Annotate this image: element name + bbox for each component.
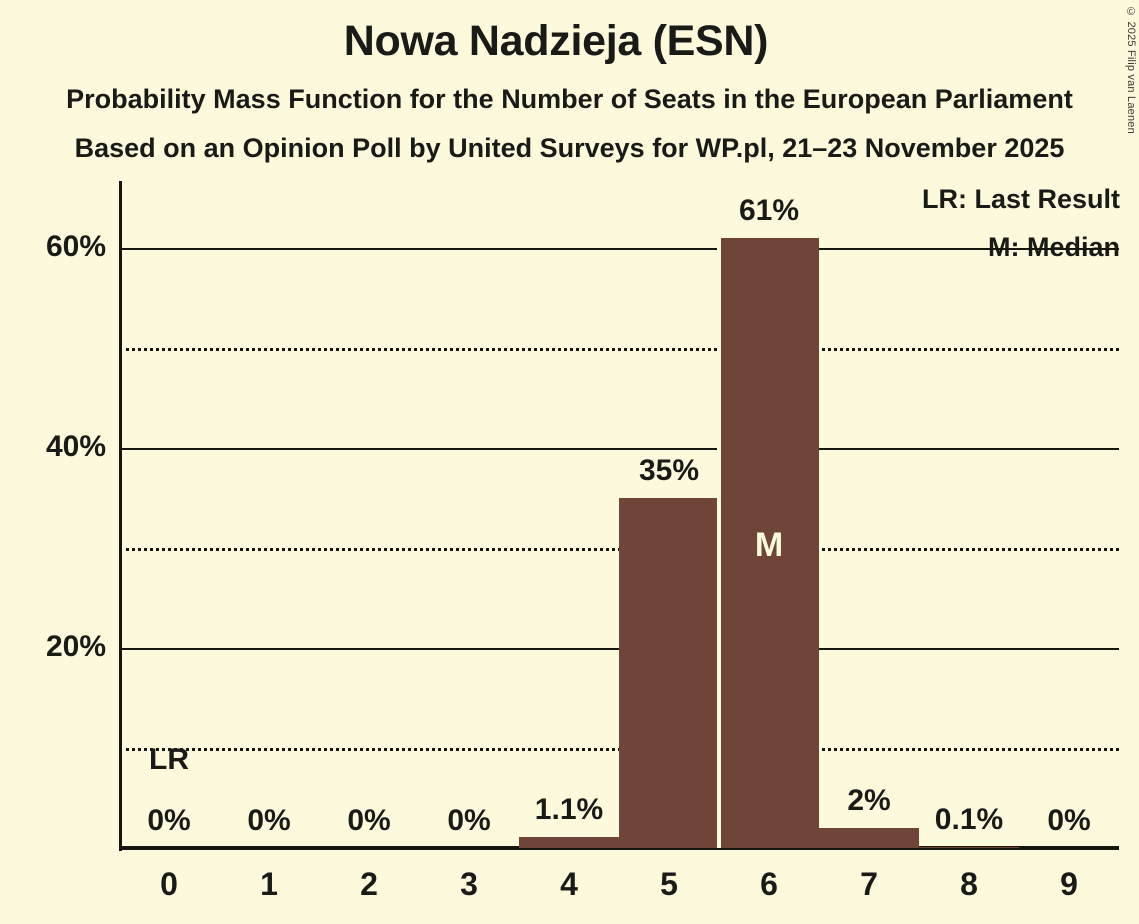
bar-value-label-9: 0% — [1047, 804, 1091, 837]
x-tick-label-8: 8 — [960, 866, 978, 902]
bar-value-label-3: 0% — [447, 804, 491, 837]
y-axis-line — [119, 181, 122, 851]
copyright-notice: © 2025 Filip van Laenen — [1125, 6, 1137, 134]
median-marker: M — [754, 526, 784, 564]
bar-seat-6[interactable] — [719, 238, 819, 848]
x-tick-label-2: 2 — [360, 866, 378, 902]
y-tick-label-40: 40% — [45, 430, 106, 463]
x-tick-label-6: 6 — [760, 866, 778, 902]
bar-seat-7[interactable] — [819, 828, 919, 848]
x-tick-label-4: 4 — [560, 866, 578, 902]
bar-value-label-7: 2% — [847, 784, 891, 817]
x-tick-label-0: 0 — [160, 866, 178, 902]
y-tick-label-60: 60% — [45, 230, 106, 263]
bar-value-label-6: 61% — [738, 194, 800, 227]
median-separator-line — [717, 238, 721, 848]
bar-value-label-4: 1.1% — [534, 793, 604, 826]
chart-subtitle-primary: Probability Mass Function for the Number… — [66, 84, 1073, 114]
gridline-solid-40 — [119, 448, 1119, 450]
x-tick-label-5: 5 — [660, 866, 678, 902]
bar-value-label-8: 0.1% — [934, 803, 1004, 836]
bar-seat-4[interactable] — [519, 837, 619, 848]
bar-seat-5[interactable] — [619, 498, 719, 848]
chart-title: Nowa Nadzieja (ESN) — [343, 17, 769, 65]
bar-value-label-1: 0% — [247, 804, 291, 837]
gridline-solid-60 — [119, 248, 1119, 250]
bar-value-label-2: 0% — [347, 804, 391, 837]
x-tick-label-1: 1 — [260, 866, 278, 902]
legend-median: M: Median — [988, 232, 1120, 262]
x-axis-line — [119, 846, 1119, 850]
x-tick-label-7: 7 — [860, 866, 878, 902]
bar-value-label-5: 35% — [638, 454, 700, 487]
last-result-marker: LR — [149, 743, 189, 776]
legend-last-result: LR: Last Result — [921, 184, 1120, 214]
plot-area — [119, 181, 1119, 848]
y-tick-label-20: 20% — [45, 630, 106, 663]
x-tick-label-9: 9 — [1060, 866, 1078, 902]
gridline-dotted-50 — [119, 348, 1119, 351]
bar-seat-8[interactable] — [919, 847, 1019, 848]
x-tick-label-3: 3 — [460, 866, 478, 902]
bar-value-label-0: 0% — [147, 804, 191, 837]
chart-subtitle-source: Based on an Opinion Poll by United Surve… — [74, 133, 1065, 163]
